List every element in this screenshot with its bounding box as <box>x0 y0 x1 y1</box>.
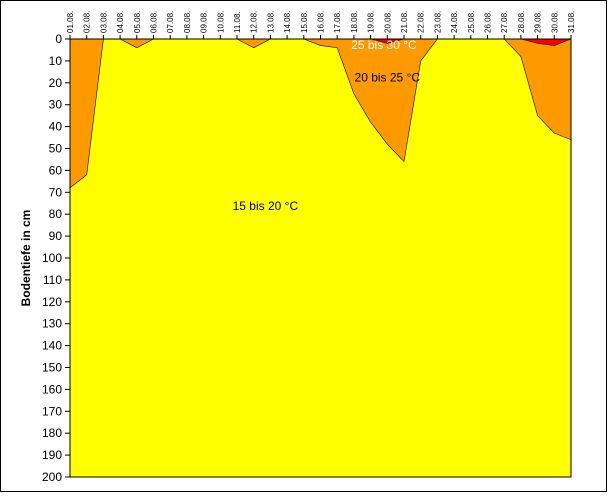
x-tick-label: 31.08. <box>567 11 576 33</box>
x-tick-label: 15.08. <box>300 11 309 33</box>
region-labels: 25 bis 30 °C 20 bis 25 °C 15 bis 20 °C <box>233 38 421 213</box>
x-tick-label: 25.08. <box>467 11 476 33</box>
x-tick-label: 24.08. <box>450 11 459 33</box>
x-tick-label: 11.08. <box>233 11 242 33</box>
x-tick-label: 02.08. <box>83 11 92 33</box>
x-tick-label: 03.08. <box>99 11 108 33</box>
y-tick-label: 70 <box>49 185 63 199</box>
area-layers <box>69 38 572 478</box>
region-label-1: 25 bis 30 °C <box>351 38 417 52</box>
y-tick-label: 60 <box>49 163 63 177</box>
x-tick-label: 10.08. <box>216 11 225 33</box>
y-tick-label: 50 <box>49 142 63 156</box>
y-tick-label: 10 <box>49 54 63 68</box>
y-tick-label: 170 <box>42 404 62 418</box>
x-tick-label: 29.08. <box>534 11 543 33</box>
region-label-2: 20 bis 25 °C <box>355 71 421 85</box>
y-tick-label: 30 <box>49 98 63 112</box>
y-tick-label: 80 <box>49 207 63 221</box>
x-tick-label: 16.08. <box>317 11 326 33</box>
x-tick-label: 13.08. <box>266 11 275 33</box>
area-1 <box>69 38 572 478</box>
x-tick-label: 26.08. <box>484 11 493 33</box>
x-axis: 01.08. 02.08. 03.08. 04.08. 05.08. 06.08. 07.0… <box>66 11 576 39</box>
x-tick-label: 14.08. <box>283 11 292 33</box>
y-tick-label: 120 <box>42 295 62 309</box>
y-tick-label: 150 <box>42 361 62 375</box>
region-label-3: 15 bis 20 °C <box>233 199 299 213</box>
y-tick-label: 190 <box>42 448 62 462</box>
x-tick-label: 12.08. <box>250 11 259 33</box>
y-tick-label: 200 <box>42 470 62 484</box>
x-tick-label: 17.08. <box>333 11 342 33</box>
x-tick-label: 05.08. <box>133 11 142 33</box>
area-2 <box>69 38 572 189</box>
y-tick-label: 140 <box>42 339 62 353</box>
y-tick-label: 40 <box>49 120 63 134</box>
y-tick-label: 110 <box>43 273 62 287</box>
x-tick-label: 28.08. <box>517 11 526 33</box>
x-tick-label: 23.08. <box>433 11 442 33</box>
y-axis-label: Bodentiefe in cm <box>19 210 33 307</box>
y-tick-label: 90 <box>49 229 63 243</box>
y-axis: 0 10 20 30 40 50 60 70 80 90 100 110 120 130 140 150 160… <box>42 32 70 484</box>
y-tick-label: 100 <box>42 251 62 265</box>
x-tick-label: 27.08. <box>500 11 509 33</box>
x-tick-label: 01.08. <box>66 11 75 33</box>
y-tick-label: 180 <box>42 426 62 440</box>
x-tick-label: 04.08. <box>116 11 125 33</box>
x-tick-label: 21.08. <box>400 11 409 33</box>
x-tick-label: 18.08. <box>350 11 359 33</box>
y-tick-label: 160 <box>42 382 62 396</box>
x-tick-label: 08.08. <box>183 11 192 33</box>
y-tick-label: 20 <box>49 76 63 90</box>
y-tick-label: 130 <box>42 317 62 331</box>
x-tick-label: 06.08. <box>150 11 159 33</box>
x-tick-label: 09.08. <box>200 11 209 33</box>
x-tick-label: 30.08. <box>550 11 559 33</box>
x-tick-label: 22.08. <box>417 11 426 33</box>
x-tick-label: 20.08. <box>383 11 392 33</box>
x-tick-label: 07.08. <box>166 11 175 33</box>
x-tick-label: 19.08. <box>367 11 376 33</box>
y-tick-label: 0 <box>55 32 62 46</box>
